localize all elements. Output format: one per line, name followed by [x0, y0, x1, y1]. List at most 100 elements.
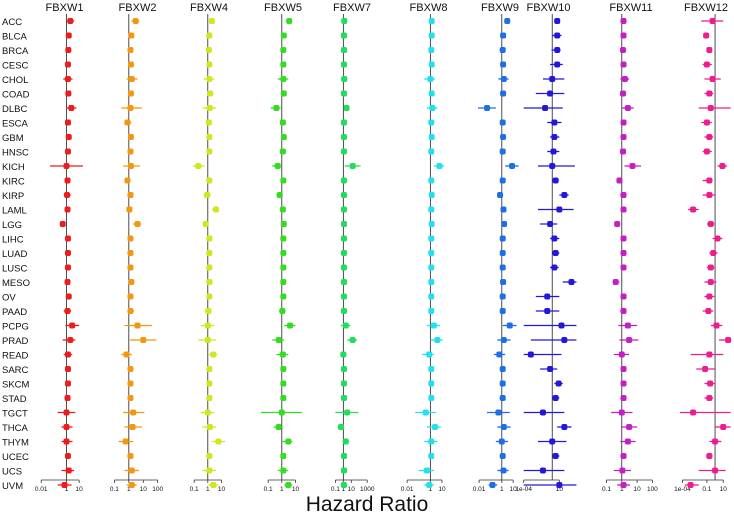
- hr-point: [280, 177, 287, 184]
- row-label: HNSC: [2, 148, 29, 159]
- row-label: MESO: [2, 278, 30, 289]
- hr-point: [68, 105, 75, 111]
- hr-point: [127, 250, 134, 256]
- hr-point: [428, 119, 435, 126]
- hr-point: [64, 119, 71, 126]
- hr-point: [340, 366, 347, 372]
- hr-point: [206, 32, 213, 39]
- hr-point: [547, 221, 554, 227]
- hr-point: [64, 192, 71, 198]
- x-tick-label: 0.1: [110, 486, 119, 493]
- x-tick-label: 10: [140, 486, 148, 493]
- hr-point: [552, 453, 559, 459]
- hr-point: [337, 424, 344, 430]
- row-label: BLCA: [2, 32, 27, 43]
- hr-point: [280, 90, 287, 97]
- hr-point: [340, 61, 347, 68]
- hr-point: [428, 235, 435, 242]
- hr-point: [707, 380, 714, 387]
- hr-point: [624, 438, 631, 445]
- hr-point: [706, 90, 713, 97]
- row-label: SARC: [2, 365, 29, 376]
- row-label: BRCA: [2, 46, 29, 57]
- row-label: CHOL: [2, 75, 28, 86]
- hr-point: [213, 206, 220, 213]
- row-label: ESCA: [2, 119, 29, 130]
- hr-point: [278, 409, 285, 416]
- hr-point: [128, 76, 135, 82]
- hr-point: [428, 279, 435, 285]
- hr-point: [64, 380, 71, 387]
- row-label: UCS: [2, 467, 22, 478]
- hr-point: [624, 105, 631, 111]
- hr-point: [620, 308, 627, 314]
- x-tick-label: 10: [438, 486, 446, 493]
- hr-point: [276, 192, 283, 198]
- hr-point: [499, 148, 506, 155]
- hr-point: [275, 424, 282, 430]
- hr-point: [620, 482, 627, 488]
- hr-point: [280, 453, 287, 459]
- hr-point: [206, 264, 213, 271]
- hr-point: [713, 322, 720, 329]
- hr-point: [499, 395, 506, 401]
- row-label: SKCM: [2, 380, 30, 391]
- hr-point: [205, 119, 212, 126]
- hr-point: [64, 177, 71, 184]
- hr-point: [128, 482, 135, 488]
- hr-point: [340, 250, 347, 256]
- hr-point: [64, 351, 71, 358]
- hr-point: [561, 424, 568, 430]
- hr-point: [422, 409, 429, 416]
- hr-point: [620, 453, 627, 459]
- hr-point: [527, 351, 534, 358]
- hr-point: [568, 279, 575, 285]
- hr-point: [127, 264, 134, 271]
- x-tick-label: 1: [206, 486, 210, 493]
- hr-point: [280, 250, 287, 256]
- hr-point: [620, 192, 627, 198]
- hr-point: [690, 206, 697, 213]
- hr-point: [124, 177, 131, 184]
- hr-point: [127, 395, 134, 401]
- hr-point: [619, 90, 626, 97]
- hr-point: [206, 467, 213, 474]
- hr-point: [206, 177, 213, 184]
- hr-point: [349, 337, 356, 343]
- hr-point: [204, 322, 211, 329]
- hr-point: [340, 380, 347, 387]
- hr-point: [619, 148, 626, 155]
- hr-point: [620, 264, 627, 271]
- hr-point: [501, 221, 508, 227]
- hr-point: [206, 424, 213, 430]
- hr-point: [620, 18, 627, 24]
- hr-point: [426, 482, 433, 488]
- x-tick-label: 1e-04: [674, 486, 691, 493]
- hr-point: [215, 438, 222, 445]
- hr-point: [436, 163, 443, 169]
- hr-point: [499, 250, 506, 256]
- row-label: THCA: [2, 423, 29, 434]
- hr-point: [554, 32, 561, 39]
- hr-point: [544, 308, 551, 314]
- hr-point: [703, 61, 710, 68]
- hr-point: [500, 61, 507, 68]
- hr-point: [703, 119, 710, 126]
- hr-point: [126, 206, 133, 213]
- hr-point: [710, 250, 717, 256]
- hr-point: [499, 380, 506, 387]
- hr-point: [279, 206, 286, 213]
- hr-point: [720, 424, 727, 430]
- hr-point: [64, 148, 71, 155]
- hr-point: [624, 322, 631, 329]
- row-label: LUSC: [2, 264, 27, 275]
- hr-point: [428, 206, 435, 213]
- hr-point: [127, 47, 134, 53]
- hr-point: [556, 482, 563, 488]
- hr-point: [206, 453, 213, 459]
- hr-point: [690, 409, 697, 416]
- hr-point: [614, 221, 621, 227]
- hr-point: [134, 221, 141, 227]
- hr-point: [554, 18, 561, 24]
- hr-point: [428, 18, 435, 24]
